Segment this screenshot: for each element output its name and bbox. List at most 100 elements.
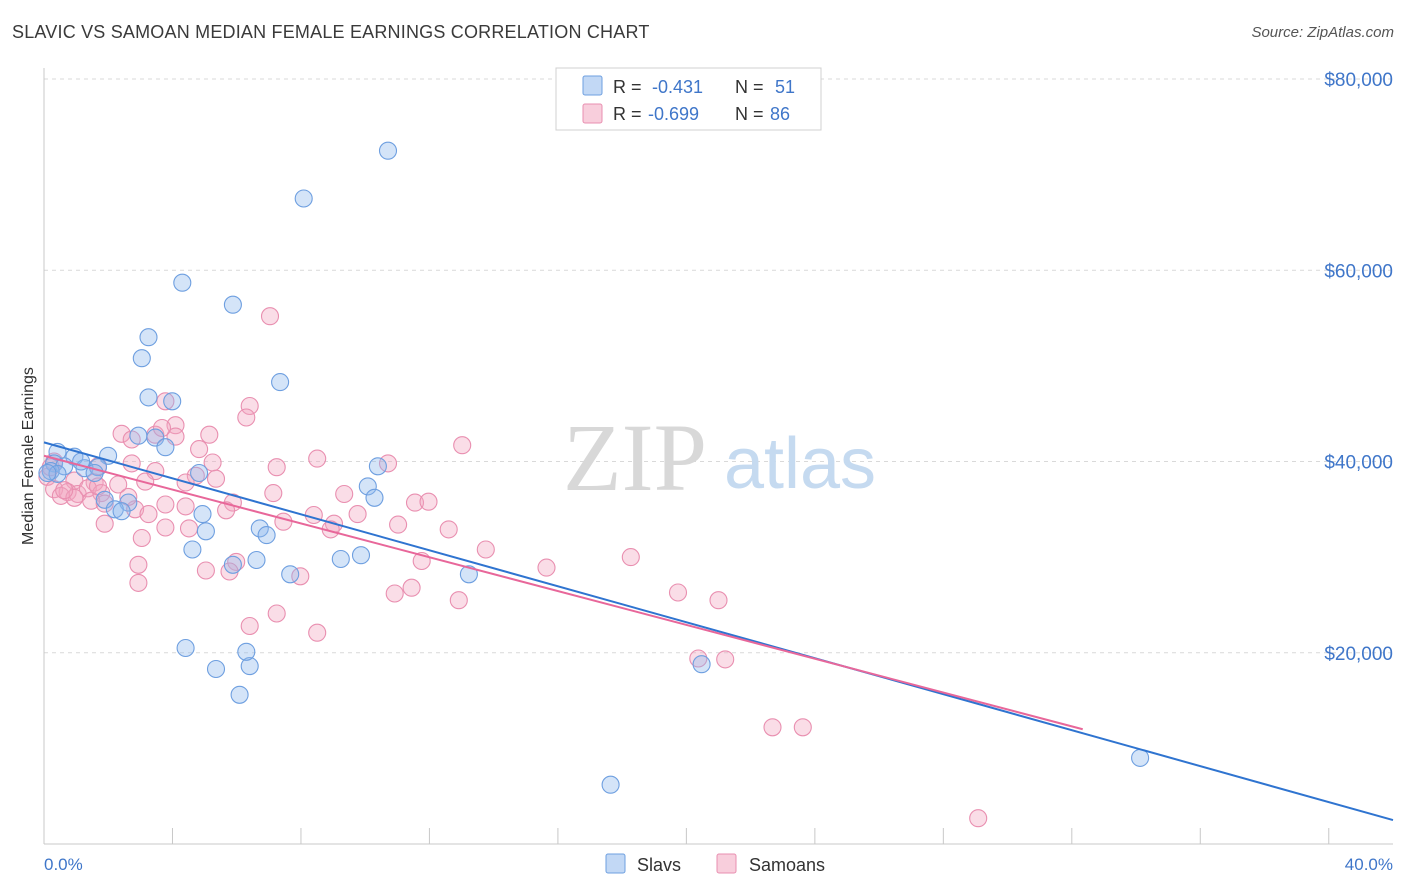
scatter-point-samoans [55,481,74,500]
x-tick-label-min: 0.0% [44,855,83,874]
scatter-point-samoans [308,623,327,642]
y-tick-label: $80,000 [1324,70,1393,91]
scatter-point-samoans [621,548,640,567]
scatter-point-samoans [152,418,172,438]
bottom-legend-swatch-samoans [716,853,737,874]
scatter-point-samoans [139,505,158,524]
scatter-point-samoans [217,501,236,520]
legend-n-value-samoans: 86 [770,104,790,124]
x-tick-label-max: 40.0% [1345,855,1393,874]
scatter-point-slavs [358,477,377,496]
scatter-point-slavs [156,438,175,457]
scatter-point-samoans [240,616,259,636]
scatter-point-slavs [38,463,57,483]
scatter-point-samoans [156,518,175,537]
bottom-legend-label-samoans: Samoans [749,855,825,875]
scatter-point-slavs [271,373,290,392]
trend-line-slavs [43,441,1394,822]
y-tick-label: $40,000 [1324,453,1393,474]
scatter-point-slavs [163,392,182,411]
scatter-point-slavs [257,526,276,545]
legend-r-value-slavs: -0.431 [652,77,703,97]
legend-swatch-samoans [582,103,603,124]
scatter-point-slavs [146,428,165,447]
legend-swatch-slavs [582,75,603,96]
scatter-point-slavs [206,659,226,679]
legend-n-label-slavs: N = [735,77,764,97]
legend-box: R = -0.431 N = 51 R = -0.699 N = 86 [555,67,822,131]
scatter-point-samoans [129,555,148,574]
scatter-point-slavs [237,642,256,661]
scatter-point-samoans [537,558,556,577]
scatter-point-samoans [206,469,226,488]
scatter-point-samoans [335,484,354,504]
legend-r-label-slavs: R = [613,77,642,97]
watermark-atlas: atlas [724,424,876,504]
scatter-point-slavs [331,549,350,569]
trend-lines [43,441,1394,822]
scatter-point-slavs [601,775,620,794]
scatter-point-slavs [48,464,67,483]
scatter-point-samoans [176,497,195,516]
legend-r-value-samoans: -0.699 [648,104,699,124]
chart-source: Source: ZipAtlas.com [1251,24,1394,41]
scatter-point-samoans [389,515,408,534]
scatter-point-samoans [274,512,293,531]
scatter-point-samoans [179,519,199,538]
scatter-point-samoans [156,495,175,514]
scatter-point-samoans [304,505,323,525]
scatter-point-slavs [365,488,384,507]
scatter-point-slavs [139,328,158,347]
y-tick-labels: $20,000 $40,000 $60,000 $80,000 [1324,70,1393,665]
scatter-point-slavs [378,141,398,160]
scatter-point-samoans [240,396,259,416]
bottom-legend-label-slavs: Slavs [637,855,681,875]
bottom-legend-swatch-slavs [605,853,626,874]
y-tick-label: $60,000 [1324,261,1393,282]
scatter-point-slavs [132,349,151,368]
chart-title: SLAVIC VS SAMOAN MEDIAN FEMALE EARNINGS … [12,22,650,42]
watermark-zip: ZIP [563,404,707,511]
legend-n-value-slavs: 51 [775,77,795,97]
scatter-point-samoans [763,718,782,737]
bottom-legend: Slavs Samoans [605,853,825,875]
scatter-point-samoans [689,649,708,668]
axes [43,68,1393,845]
scatter-point-slavs [183,540,202,559]
x-tick-labels: 0.0% 40.0% [44,855,1393,874]
scatter-point-slavs [193,505,212,524]
scatter-point-samoans [237,408,256,427]
scatter-point-samoans [132,528,151,548]
scatter-point-slavs [95,490,114,509]
scatter-point-slavs [368,457,387,476]
scatter-point-slavs [105,500,124,519]
scatter-point-samoans [267,458,286,477]
scatter-point-samoans [449,591,468,610]
scatter-point-slavs [351,546,371,565]
scatter-point-samoans [419,492,438,511]
grid-lines [44,78,1393,654]
scatter-point-slavs [247,550,266,570]
scatter-point-slavs [129,426,148,445]
scatter-point-samoans [196,561,215,580]
scatter-point-samoans [156,392,175,411]
scatter-point-samoans [308,449,327,468]
scatter-point-slavs [240,657,259,676]
scatter-point-slavs [190,463,209,483]
scatter-point-samoans [348,505,367,524]
y-axis-label: Median Female Earnings [20,367,37,545]
scatter-point-samoans [385,584,404,603]
scatter-point-samoans [969,809,988,828]
scatter-point-slavs [692,655,711,674]
watermark: ZIP atlas [563,404,876,511]
scatter-point-slavs [281,565,300,584]
scatter-point-slavs [459,565,478,584]
scatter-point-samoans [378,454,398,473]
scatter-point-slavs [294,189,313,208]
scatter-point-slavs [223,295,242,314]
data-points [38,141,1150,828]
scatter-point-samoans [95,494,114,513]
scatter-point-samoans [439,520,458,539]
scatter-point-samoans [476,540,495,559]
